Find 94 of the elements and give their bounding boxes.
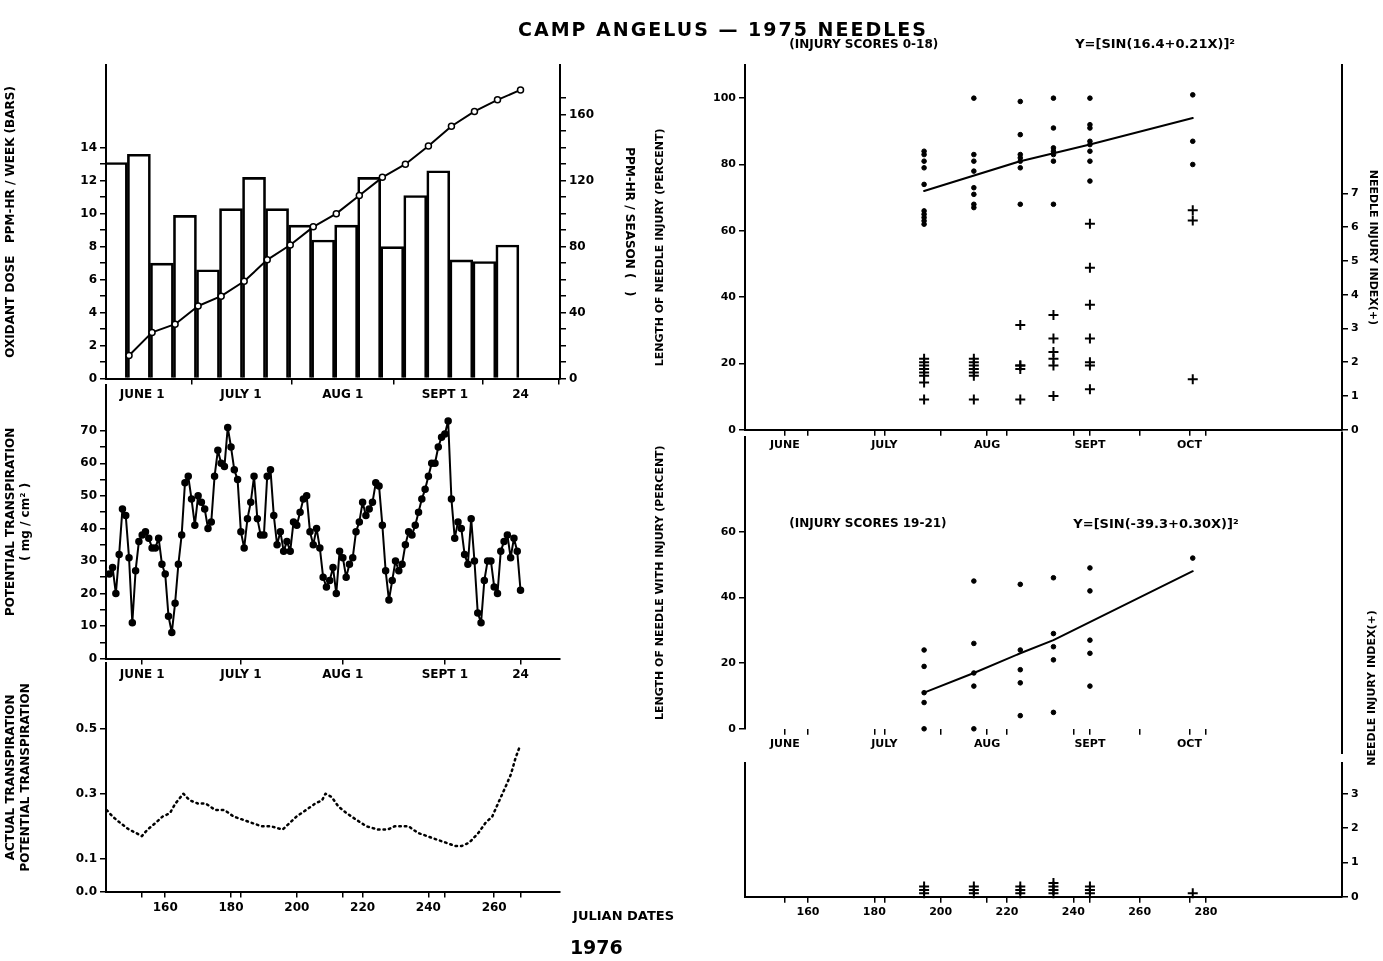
y-axis-title: LENGTH OF NEEDLE WITH INJURY (PERCENT) [653, 445, 667, 721]
y2-tick-label: 160 [569, 106, 595, 121]
y-tick-label: 0.0 [75, 883, 97, 898]
y2-axis-title: NEEDLE INJURY INDEX(+) [1366, 169, 1380, 326]
x-tick-label: JULY 1 [219, 386, 262, 401]
y-tick-label: 2 [88, 337, 97, 352]
x-tick-label: AUG [974, 438, 1001, 452]
y2-tick-label: 1 [1351, 388, 1359, 402]
x-tick-label: 260 [1128, 905, 1152, 919]
y-tick-label: 0.1 [75, 851, 97, 866]
x-tick-label: JUNE [768, 438, 800, 452]
y-tick-label: 0 [88, 370, 97, 385]
text: (INJURY SCORES 0-18) [789, 37, 939, 52]
y-tick-label: 4 [88, 304, 97, 319]
y-tick-label: 10 [80, 205, 97, 220]
y2-tick-label: 80 [569, 238, 586, 253]
x-tick-label: 220 [350, 899, 376, 914]
y2-tick-label: 40 [569, 304, 586, 319]
x-tick-label: JULY 1 [219, 666, 262, 681]
x-axis-title: JULIAN DATES [572, 908, 675, 924]
y-axis-title: ACTUAL TRANSPIRATION POTENTIAL TRANSPIRATION [3, 683, 32, 872]
x-tick-label: 24 [512, 666, 529, 681]
y-tick-label: 14 [80, 139, 97, 154]
text: Y=[SIN(16.4+0.21X)]² [1074, 36, 1236, 52]
x-tick-label: 240 [1061, 905, 1086, 919]
x-tick-label: 160 [152, 899, 178, 914]
x-tick-label: SEPT 1 [421, 386, 469, 401]
y2-tick-label: 2 [1351, 821, 1359, 835]
x-tick-label: 260 [481, 899, 507, 914]
x-tick-label: 200 [929, 905, 953, 919]
annotation: (INJURY SCORES 19-21) [789, 516, 947, 531]
y2-axis-title: PPM-HR / SEASON ( ) [622, 147, 637, 297]
x-tick-label: 240 [415, 899, 441, 914]
y2-tick-label: 7 [1351, 186, 1359, 200]
text: 1976 [569, 935, 623, 958]
y2-tick-label: 3 [1351, 786, 1359, 800]
y-tick-label: 20 [720, 356, 737, 370]
x-tick-label: JULY [870, 737, 899, 751]
y-tick-label: 40 [80, 520, 97, 535]
y-tick-label: 60 [80, 455, 97, 470]
x-tick-label: 180 [218, 899, 244, 914]
y-axis-title: POTENTIAL TRANSPIRATION ( mg / cm² ) [3, 427, 32, 617]
y2-tick-label: 1 [1351, 855, 1359, 869]
y-axis-title: LENGTH OF NEEDLE INJURY (PERCENT) [653, 128, 667, 367]
y2-tick-label: 0 [1351, 889, 1359, 903]
y-tick-label: 0.3 [75, 785, 97, 800]
y-tick-label: 0.5 [75, 720, 97, 735]
x-tick-label: JUNE 1 [118, 666, 165, 681]
y-tick-label: 40 [720, 590, 737, 604]
y-tick-label: 6 [88, 271, 97, 286]
y-tick-label: 50 [80, 487, 97, 502]
y-tick-label: 20 [80, 585, 97, 600]
x-tick-label: SEPT [1074, 737, 1106, 751]
y2-tick-label: 0 [1351, 422, 1359, 436]
y-tick-label: 0 [88, 650, 97, 665]
x-tick-label: OCT [1176, 737, 1203, 751]
y2-tick-label: 4 [1351, 287, 1359, 301]
y-tick-label: 30 [80, 553, 97, 568]
x-tick-label: SEPT [1074, 438, 1106, 452]
y2-tick-label: 3 [1351, 321, 1359, 335]
annotation: Y=[SIN(-39.3+0.30X)]² [1072, 515, 1239, 531]
x-tick-label: JUNE 1 [118, 386, 165, 401]
x-tick-label: JUNE [768, 737, 800, 751]
y-axis-title: OXIDANT DOSE PPM-HR / WEEK (BARS) [3, 86, 18, 358]
y2-tick-label: 2 [1351, 355, 1359, 369]
x-tick-label: AUG 1 [322, 386, 364, 401]
y-tick-label: 40 [720, 290, 737, 303]
y-tick-label: 12 [80, 172, 97, 187]
y-tick-label: 0 [728, 422, 737, 436]
x-tick-label: 200 [284, 899, 310, 914]
y-tick-label: 70 [80, 422, 97, 437]
y2-tick-label: 5 [1351, 253, 1359, 267]
y-tick-label: 60 [720, 524, 737, 538]
y-tick-label: 60 [720, 223, 737, 237]
y-tick-label: 8 [88, 238, 97, 253]
y-tick-label: 10 [80, 618, 97, 633]
y-tick-label: 100 [713, 91, 737, 105]
y2-axis-title: NEEDLE INJURY INDEX(+) [1364, 610, 1378, 766]
x-tick-label: AUG 1 [322, 666, 364, 681]
x-tick-label: 24 [512, 386, 529, 401]
x-tick-label: 220 [995, 905, 1019, 919]
y2-tick-label: 120 [569, 172, 595, 187]
y2-tick-label: 0 [569, 370, 578, 385]
x-tick-label: JULY [870, 438, 899, 452]
x-tick-label: 160 [796, 905, 820, 919]
x-tick-label: OCT [1176, 438, 1203, 452]
y-tick-label: 80 [720, 157, 737, 171]
x-tick-label: SEPT 1 [421, 666, 469, 681]
y2-tick-label: 6 [1351, 219, 1359, 233]
y-tick-label: 0 [728, 721, 737, 735]
y-tick-label: 20 [720, 656, 737, 669]
x-tick-label: AUG [974, 737, 1001, 751]
x-tick-label: 280 [1194, 905, 1218, 919]
x-tick-label: 180 [862, 905, 887, 919]
